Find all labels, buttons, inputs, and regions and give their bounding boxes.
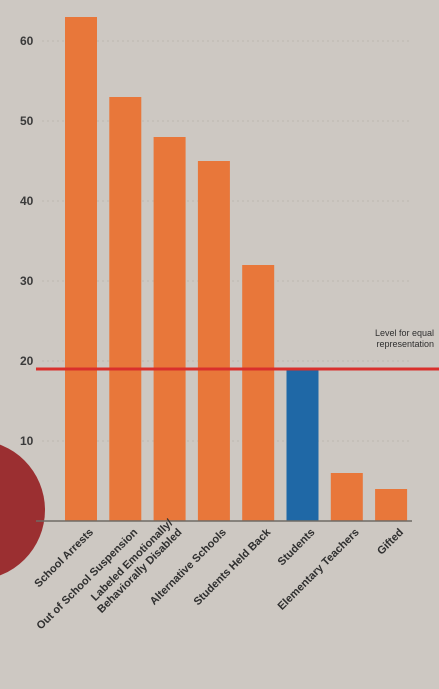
x-tick-label: Gifted <box>375 526 406 557</box>
gridlines <box>42 40 410 442</box>
decorative-circle <box>0 444 45 576</box>
reference-line-label: representation <box>376 339 434 349</box>
x-tick-label: Elementary Teachers <box>276 526 362 612</box>
reference-line-label: Level for equal <box>375 328 434 338</box>
y-tick-label: 50 <box>20 114 34 128</box>
x-tick-label-line: Students Held Back <box>192 526 274 608</box>
y-tick-label: 30 <box>20 274 34 288</box>
y-axis-ticks: 10 20 30 40 50 60 <box>20 34 34 448</box>
bar <box>242 265 275 521</box>
bar <box>330 473 363 521</box>
bar <box>109 97 142 521</box>
bars <box>65 17 408 521</box>
x-tick-label-line: Gifted <box>375 526 406 557</box>
x-tick-label-line: Students <box>276 526 318 568</box>
y-tick-label: 20 <box>20 354 34 368</box>
x-tick-label: Students <box>276 526 318 568</box>
bar <box>375 489 408 521</box>
y-tick-label: 40 <box>20 194 34 208</box>
x-tick-label: Students Held Back <box>192 526 274 608</box>
x-tick-label-line: Behaviorally Disabled <box>95 526 184 615</box>
x-tick-label-line: Elementary Teachers <box>276 526 362 612</box>
y-tick-label: 60 <box>20 34 34 48</box>
y-tick-label: 10 <box>20 434 34 448</box>
bar <box>197 161 230 521</box>
bar <box>286 369 319 521</box>
bar <box>65 17 97 521</box>
bar <box>153 137 186 521</box>
